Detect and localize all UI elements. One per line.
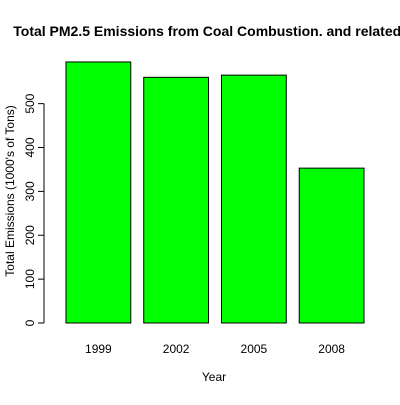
x-axis-tick-labels: 1999 2002 2005 2008 [85,342,345,356]
y-axis-tick-label: 300 [23,181,37,201]
bar-2002 [143,76,210,324]
y-axis-tick-label: 0 [23,319,37,326]
x-axis-tick-label: 2002 [163,342,190,356]
bar-series [65,61,365,324]
x-axis-tick-label: 1999 [85,342,112,356]
y-axis-tick-label: 400 [23,137,37,157]
y-axis-tick-label: 200 [23,225,37,245]
x-axis-label: Year [202,370,226,384]
y-axis-label: Total Emissions (1000's of Tons) [3,105,17,276]
bar-1999 [65,61,132,324]
x-axis-tick-label: 2008 [318,342,345,356]
bar-2005 [220,74,287,324]
y-axis-tick-label: 500 [23,93,37,113]
bar-2008 [298,167,365,324]
chart-title: Total PM2.5 Emissions from Coal Combusti… [13,23,400,39]
y-axis: 0 100 200 300 400 500 [23,93,45,326]
y-axis-tick-label: 100 [23,269,37,289]
x-axis-tick-label: 2005 [241,342,268,356]
